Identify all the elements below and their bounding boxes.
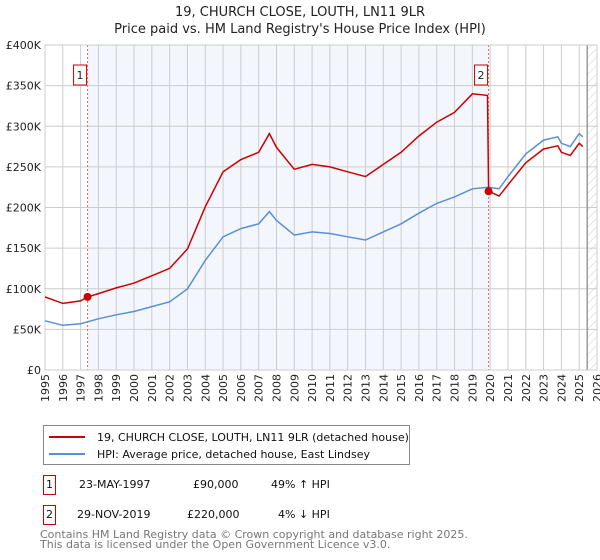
x-tick-label: 2009 — [288, 374, 301, 402]
sale-date: 29-NOV-2019 — [77, 508, 151, 521]
x-tick-label: 2023 — [538, 374, 551, 402]
legend-item-hpi: HPI: Average price, detached house, East… — [44, 446, 370, 462]
x-tick-label: 2021 — [502, 374, 515, 402]
sale-badge-box — [474, 64, 489, 86]
y-tick-label: £200K — [6, 202, 42, 215]
x-tick-label: 1996 — [57, 374, 70, 402]
x-tick-label: 2025 — [573, 374, 586, 402]
x-tick-label: 1999 — [110, 374, 123, 402]
sale-badge-label: 2 — [478, 69, 485, 82]
x-tick-label: 2015 — [395, 374, 408, 402]
legend-label: 19, CHURCH CLOSE, LOUTH, LN11 9LR (detac… — [97, 430, 409, 444]
x-tick-label: 2013 — [360, 374, 373, 402]
chart-subtitle: Price paid vs. HM Land Registry's House … — [114, 22, 486, 37]
y-tick-label: £150K — [6, 242, 42, 255]
x-tick-label: 2002 — [164, 374, 177, 402]
y-tick-label: £100K — [6, 283, 42, 296]
sale-price: £220,000 — [187, 508, 240, 521]
footer-line: This data is licensed under the Open Gov… — [40, 538, 391, 551]
legend-swatch-red — [49, 436, 85, 438]
x-tick-label: 2010 — [306, 374, 319, 402]
plot-border — [44, 44, 598, 371]
x-tick-label: 1998 — [92, 374, 105, 402]
x-tick-label: 1995 — [39, 374, 52, 402]
x-tick-label: 2003 — [181, 374, 194, 402]
x-tick-label: 2017 — [431, 374, 444, 402]
x-tick-label: 2020 — [484, 374, 497, 402]
sale-badge-label: 1 — [77, 69, 84, 82]
footer: Contains HM Land Registry data © Crown c… — [40, 528, 468, 551]
x-tick-label: 2008 — [270, 374, 283, 402]
sale-badge: 2 — [43, 505, 56, 525]
x-tick-label: 2007 — [253, 374, 266, 402]
x-tick-label: 2014 — [377, 374, 390, 402]
x-tick-label: 2006 — [235, 374, 248, 402]
x-tick-label: 2005 — [217, 374, 230, 402]
x-tick-label: 2004 — [199, 374, 212, 402]
sale-badge-box — [73, 64, 88, 86]
sale-hpi: 4% ↓ HPI — [278, 508, 330, 521]
x-tick-label: 2012 — [342, 374, 355, 402]
legend: 19, CHURCH CLOSE, LOUTH, LN11 9LR (detac… — [43, 425, 410, 465]
x-tick-label: 2018 — [449, 374, 462, 402]
x-tick-label: 2000 — [128, 374, 141, 402]
y-tick-label: £300K — [6, 120, 42, 133]
y-tick-label: £0 — [27, 364, 41, 377]
legend-item-property: 19, CHURCH CLOSE, LOUTH, LN11 9LR (detac… — [44, 429, 409, 445]
x-tick-label: 2019 — [466, 374, 479, 402]
sale-point — [484, 187, 493, 196]
x-tick-label: 2001 — [146, 374, 159, 402]
x-tick-label: 1997 — [75, 374, 88, 402]
series-line — [44, 132, 584, 327]
sale-hpi: 49% ↑ HPI — [271, 478, 330, 491]
legend-swatch-blue — [49, 453, 85, 455]
footer-line: Contains HM Land Registry data © Crown c… — [40, 528, 468, 541]
plot-area: 1995 1996 1997 1998 1999 2000 2001 2002 2003 2004… — [6, 39, 600, 402]
sale-date: 23-MAY-1997 — [79, 478, 151, 491]
y-tick-label: £400K — [6, 39, 42, 52]
y-tick-label: £250K — [6, 161, 42, 174]
x-tick-label: 2024 — [555, 374, 568, 402]
y-tick-label: £50K — [13, 323, 42, 336]
series-line — [44, 93, 584, 305]
x-tick-label: 2011 — [324, 374, 337, 402]
sale-point — [83, 292, 92, 301]
y-tick-label: £350K — [6, 80, 42, 93]
x-tick-label: 2022 — [520, 374, 533, 402]
chart-title: 19, CHURCH CLOSE, LOUTH, LN11 9LR — [174, 5, 426, 20]
legend-label: HPI: Average price, detached house, East… — [97, 447, 371, 461]
x-tick-label: 2016 — [413, 374, 426, 402]
sale-price: £90,000 — [193, 478, 239, 491]
sale-badge: 1 — [43, 475, 56, 495]
x-tick-label: 2026 — [591, 374, 600, 402]
